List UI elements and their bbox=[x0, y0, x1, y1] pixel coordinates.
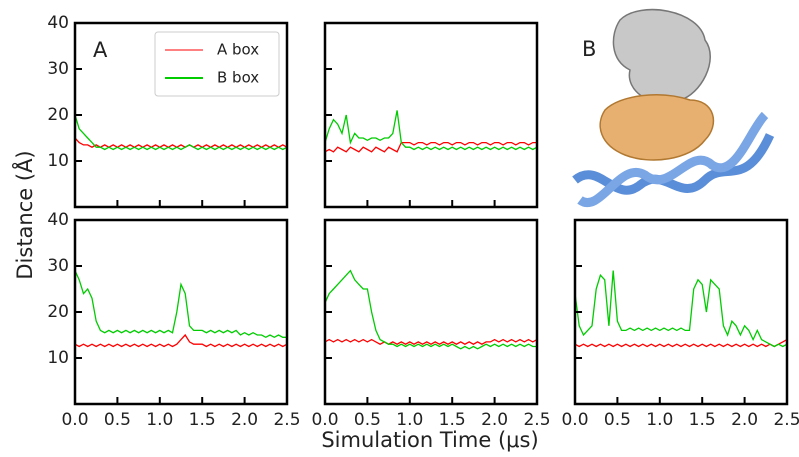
data-line bbox=[74, 270, 287, 339]
x-tick-label: 0.5 bbox=[354, 410, 381, 430]
x-tick-label: 2.0 bbox=[731, 410, 758, 430]
x-tick-label: 2.0 bbox=[231, 410, 258, 430]
axes-frame bbox=[73, 21, 289, 209]
molecule-illustration bbox=[572, 8, 775, 207]
legend-box bbox=[154, 31, 280, 97]
axes-frame bbox=[73, 218, 289, 406]
data-line bbox=[74, 114, 288, 151]
x-tick-label: 1.5 bbox=[189, 410, 216, 430]
legend-label: B box bbox=[217, 69, 259, 87]
data-line bbox=[324, 269, 537, 350]
y-axis-label: Distance (Å) bbox=[11, 150, 37, 279]
x-tick-label: 2.5 bbox=[523, 410, 550, 430]
y-tick-label: 10 bbox=[47, 348, 69, 368]
y-tick-label: 10 bbox=[47, 151, 69, 171]
x-tick-label: 2.5 bbox=[773, 410, 799, 430]
x-tick-label: 0.5 bbox=[604, 410, 631, 430]
axes-frame bbox=[323, 218, 539, 406]
x-tick-label: 0.5 bbox=[104, 410, 131, 430]
x-tick-label: 1.5 bbox=[689, 410, 716, 430]
x-tick-label: 2.0 bbox=[481, 410, 508, 430]
x-tick-label: 1.0 bbox=[396, 410, 423, 430]
y-tick-label: 30 bbox=[47, 59, 69, 79]
x-tick-label: 2.5 bbox=[273, 410, 300, 430]
y-tick-label: 30 bbox=[47, 256, 69, 276]
data-line bbox=[74, 333, 288, 348]
y-tick-label: 20 bbox=[47, 105, 69, 125]
y-tick-label: 20 bbox=[47, 302, 69, 322]
dna-strand bbox=[577, 111, 769, 207]
data-line bbox=[574, 339, 788, 348]
panel-label: B bbox=[582, 37, 596, 61]
x-tick-label: 0.0 bbox=[561, 410, 588, 430]
x-tick-label: 0.0 bbox=[311, 410, 338, 430]
x-tick-label: 1.0 bbox=[146, 410, 173, 430]
x-axis-label: Simulation Time (μs) bbox=[321, 428, 538, 452]
data-line bbox=[324, 110, 538, 151]
axes-frame bbox=[573, 218, 789, 406]
y-tick-label: 40 bbox=[47, 13, 69, 33]
x-tick-label: 1.0 bbox=[646, 410, 673, 430]
legend-label: A box bbox=[217, 41, 259, 59]
data-line bbox=[574, 270, 788, 348]
axes-frame bbox=[323, 21, 539, 209]
panel-label: A bbox=[93, 38, 108, 62]
x-tick-label: 1.5 bbox=[439, 410, 466, 430]
dna-strand bbox=[572, 133, 775, 195]
protein-domain-gray bbox=[612, 8, 711, 104]
data-line bbox=[324, 338, 538, 345]
data-line bbox=[74, 137, 288, 148]
protein-domain-orange bbox=[599, 94, 715, 161]
y-tick-label: 40 bbox=[47, 210, 69, 230]
x-tick-label: 0.0 bbox=[61, 410, 88, 430]
data-line bbox=[324, 141, 537, 153]
